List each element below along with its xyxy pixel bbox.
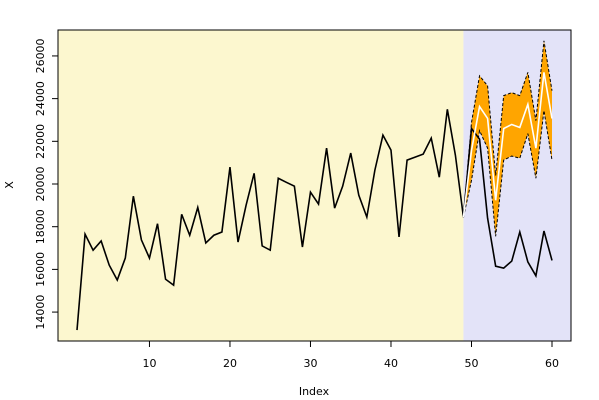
y-tick-label: 20000 [34, 167, 47, 202]
x-axis-label: Index [299, 385, 330, 398]
y-tick-label: 24000 [34, 81, 47, 116]
y-tick-label: 22000 [34, 124, 47, 159]
forecast-band [463, 40, 552, 237]
x-tick-label: 20 [223, 357, 237, 370]
x-tick-label: 40 [384, 357, 398, 370]
forecast-line [462, 72, 553, 218]
y-tick-label: 18000 [34, 209, 47, 244]
series-line [76, 109, 553, 331]
forecast-lower [462, 110, 553, 237]
y-tick-label: 14000 [34, 295, 47, 330]
x-tick-label: 50 [464, 357, 478, 370]
y-axis-label: X [3, 181, 16, 189]
x-tick-label: 30 [303, 357, 317, 370]
x-tick-label: 60 [545, 357, 559, 370]
x-tick-label: 10 [142, 357, 156, 370]
y-tick-label: 16000 [34, 252, 47, 287]
history-background [58, 30, 464, 341]
y-tick-label: 26000 [34, 38, 47, 73]
